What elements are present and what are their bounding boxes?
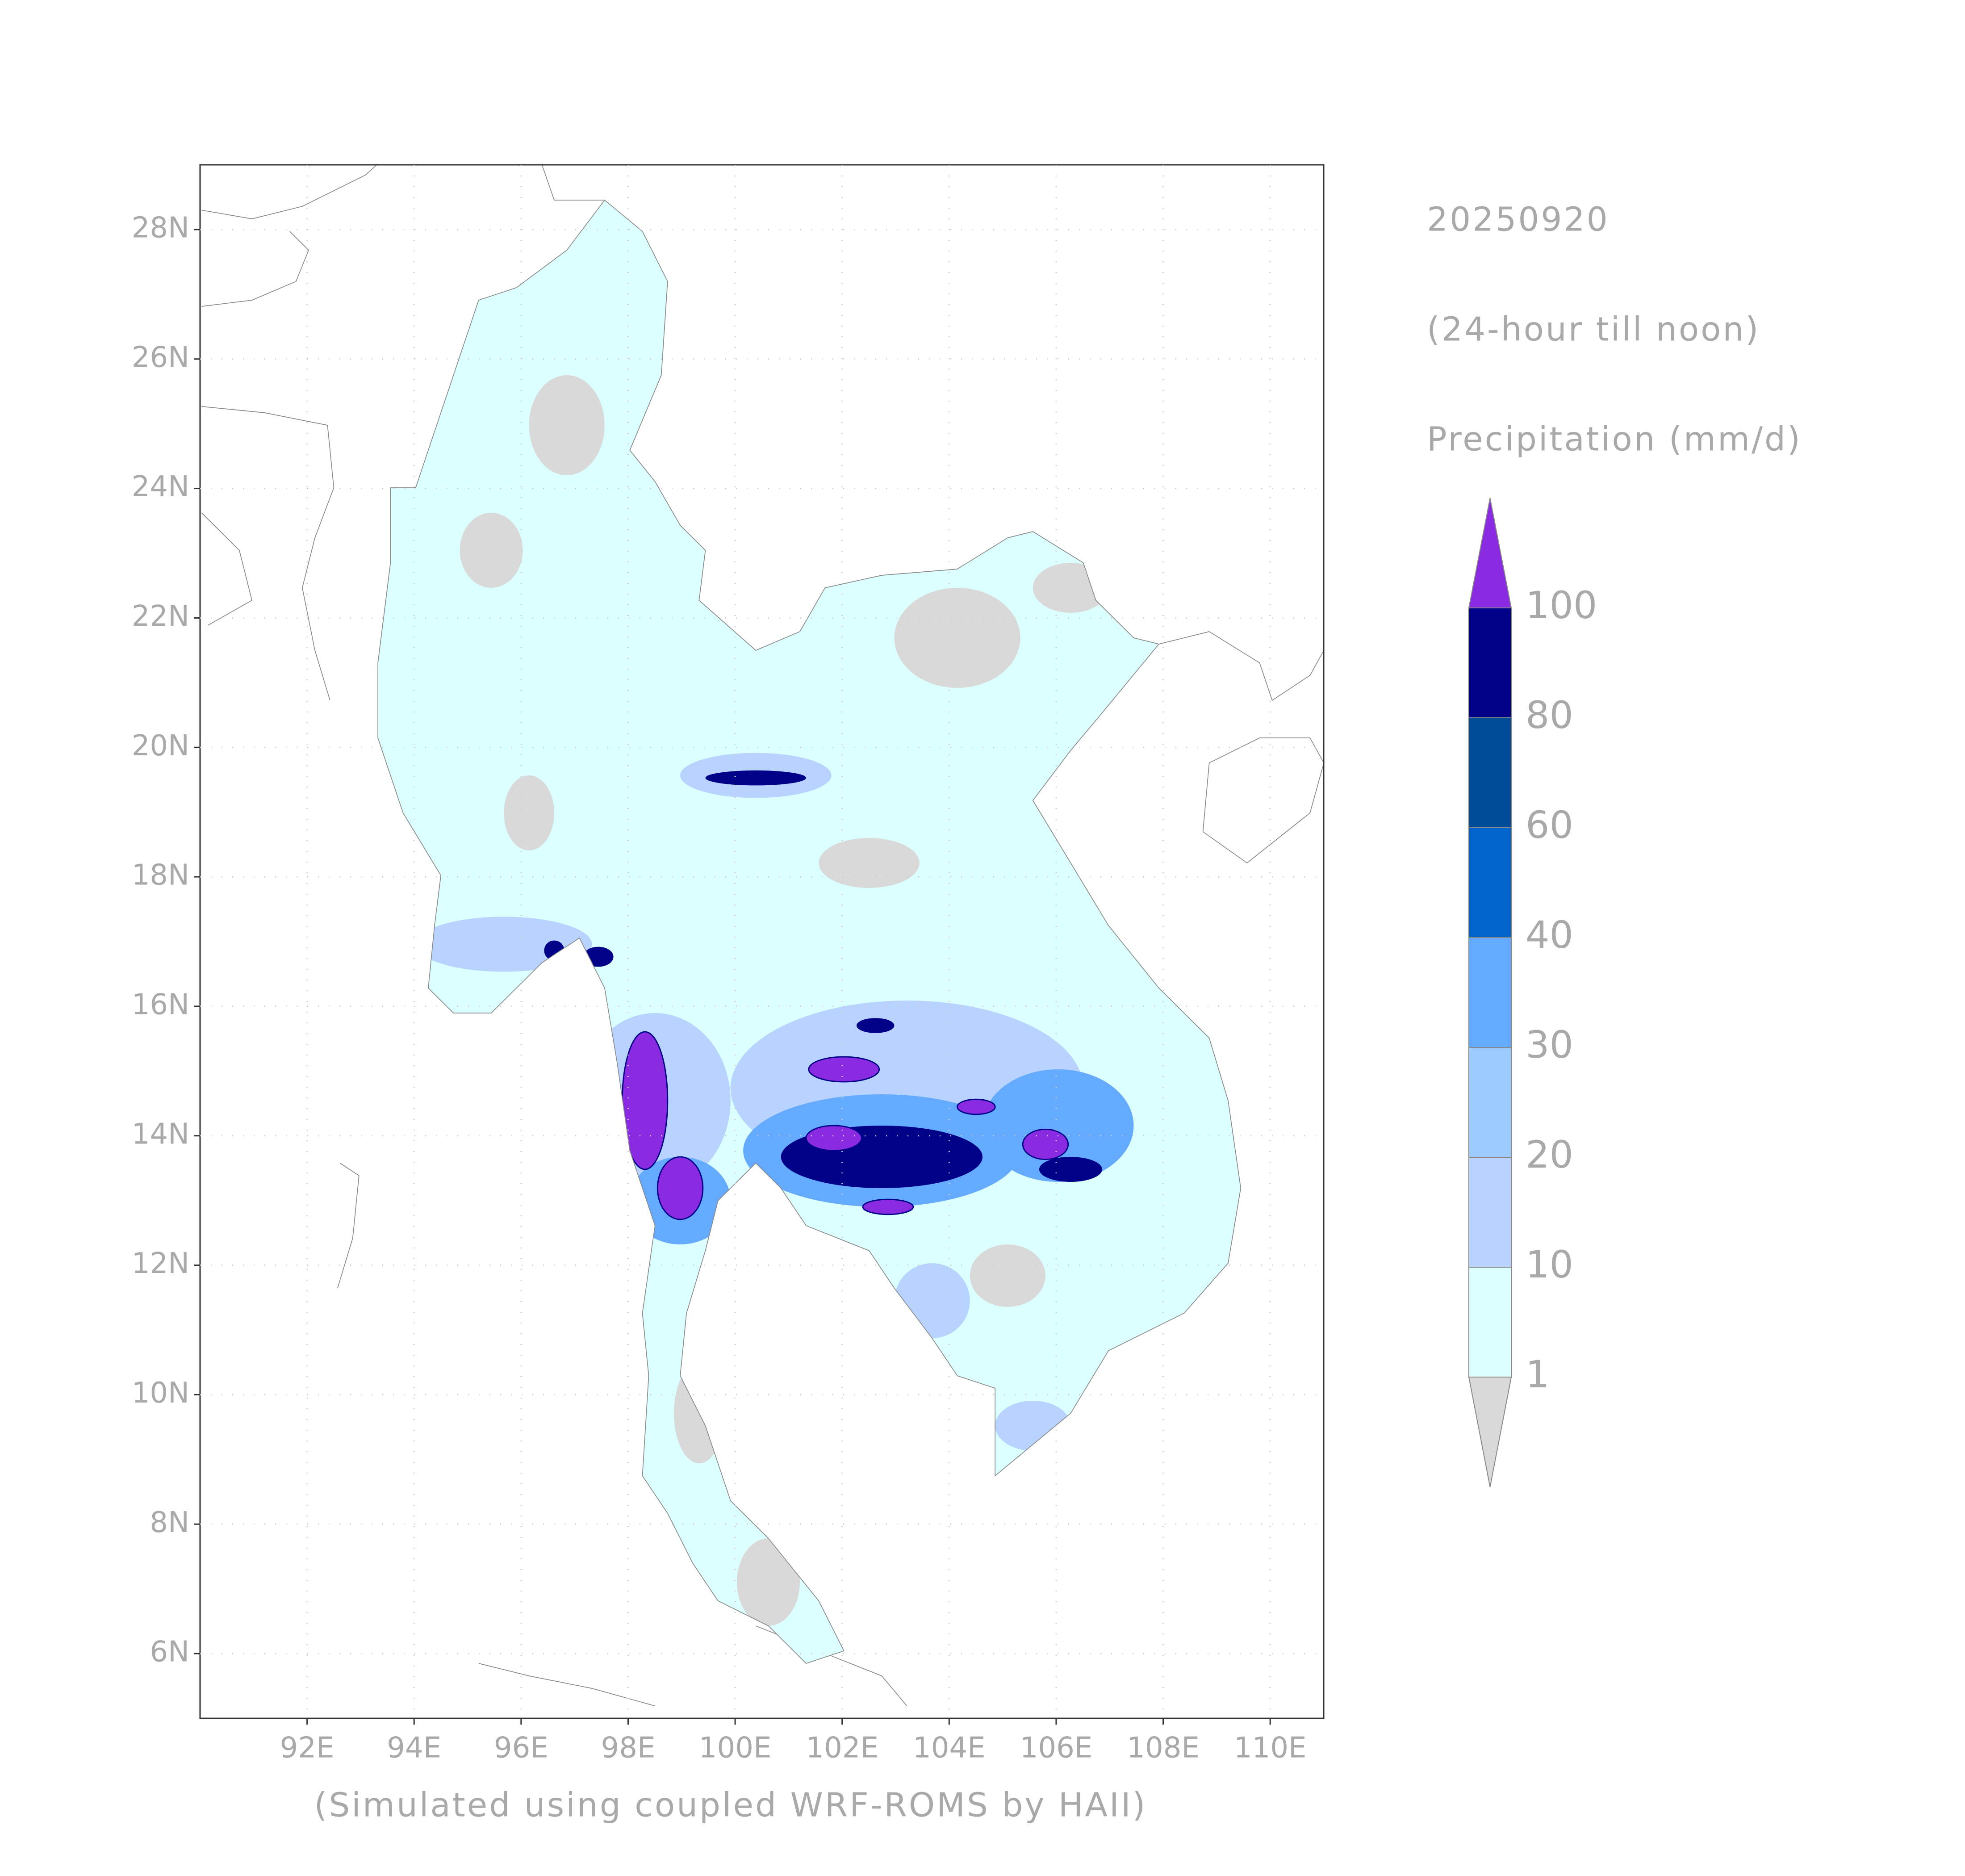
footer-note: (Simulated using coupled WRF-ROMS by HAI… [314,1786,1147,1825]
y-tick-label: 14N [132,1118,189,1151]
border-line [541,163,605,201]
legend-level: 40 [1526,913,1573,957]
y-tick-label: 6N [150,1636,189,1669]
legend-swatch [1468,1267,1512,1378]
period-subtitle: (24-hour till noon) [1427,310,1760,349]
legend-swatch [1468,937,1512,1048]
legend-level: 100 [1526,583,1597,627]
legend-arrow-high [1468,498,1512,608]
hainan [1202,737,1325,864]
dry-patch [460,513,523,588]
y-tick-label: 12N [132,1247,189,1280]
y-tick-label: 10N [132,1377,189,1410]
legend-swatch [1468,717,1512,828]
legend-level: 1 [1526,1353,1549,1396]
y-tick-label: 20N [132,729,189,762]
y-tick-label: 24N [132,470,189,503]
x-tick-label: 108E [1127,1732,1200,1765]
legend-level: 30 [1526,1023,1573,1067]
rain-patch [544,940,564,961]
rain-patch [656,1156,704,1220]
dry-patch [1033,563,1109,613]
legend-swatch [1468,827,1512,938]
rain-patch [1039,1157,1102,1182]
rain-patch [808,1056,880,1083]
legend-arrow-low [1468,1377,1512,1487]
extreme-areas [621,1031,1069,1220]
x-tick-label: 104E [913,1732,986,1765]
rain-patch [805,1125,862,1152]
legend-level: 60 [1526,803,1573,847]
coastline [201,512,253,626]
rain-patch [415,917,592,972]
x-tick-label: 94E [387,1732,441,1765]
rain-patch [1022,1128,1069,1160]
map-frame [199,164,1325,1719]
rain-patch [982,1069,1134,1182]
y-tick-label: 8N [150,1506,189,1539]
legend-level: 80 [1526,693,1573,737]
map-layer [201,163,1325,1707]
variable-title: Precipitation (mm/d) [1427,420,1802,459]
legend-level: 10 [1526,1243,1573,1286]
dry-patch [894,588,1020,688]
coastline [478,1663,655,1707]
y-tick-label: 18N [132,859,189,892]
legend-level: 20 [1526,1133,1573,1177]
date-title: 20250920 [1427,201,1610,239]
y-tick-label: 22N [132,600,189,633]
rain-patch [862,1198,914,1215]
dry-patch [970,1244,1046,1307]
coastline [1158,631,1325,701]
legend-swatch [1468,607,1512,718]
y-tick-label: 28N [132,211,189,244]
legend-swatch [1468,1047,1512,1158]
rain-patch [583,946,614,967]
x-tick-label: 96E [494,1732,548,1765]
rain-patch [856,1018,895,1033]
border-line [201,406,334,701]
dry-patch [819,838,920,888]
rain-patch [995,1401,1071,1451]
border-line [201,163,378,219]
neighbor-coastlines [201,163,1325,1707]
x-tick-label: 110E [1234,1732,1307,1765]
legend-swatch [1468,1157,1512,1268]
dry-patch [529,375,605,475]
dry-patch [736,1538,800,1626]
rain-patch [957,1098,996,1115]
y-tick-label: 16N [132,988,189,1021]
rain-patch [894,1263,970,1338]
x-tick-label: 106E [1020,1732,1093,1765]
y-tick-label: 26N [132,341,189,374]
rain-patch [621,1031,669,1170]
andaman-islands [337,1163,360,1289]
x-tick-label: 102E [806,1732,878,1765]
x-tick-label: 92E [280,1732,334,1765]
dry-patch [504,775,555,850]
dry-areas [460,375,1109,1626]
rain-patch [705,770,807,786]
x-tick-label: 98E [601,1732,656,1765]
border-line [201,231,309,307]
x-tick-label: 100E [699,1732,772,1765]
